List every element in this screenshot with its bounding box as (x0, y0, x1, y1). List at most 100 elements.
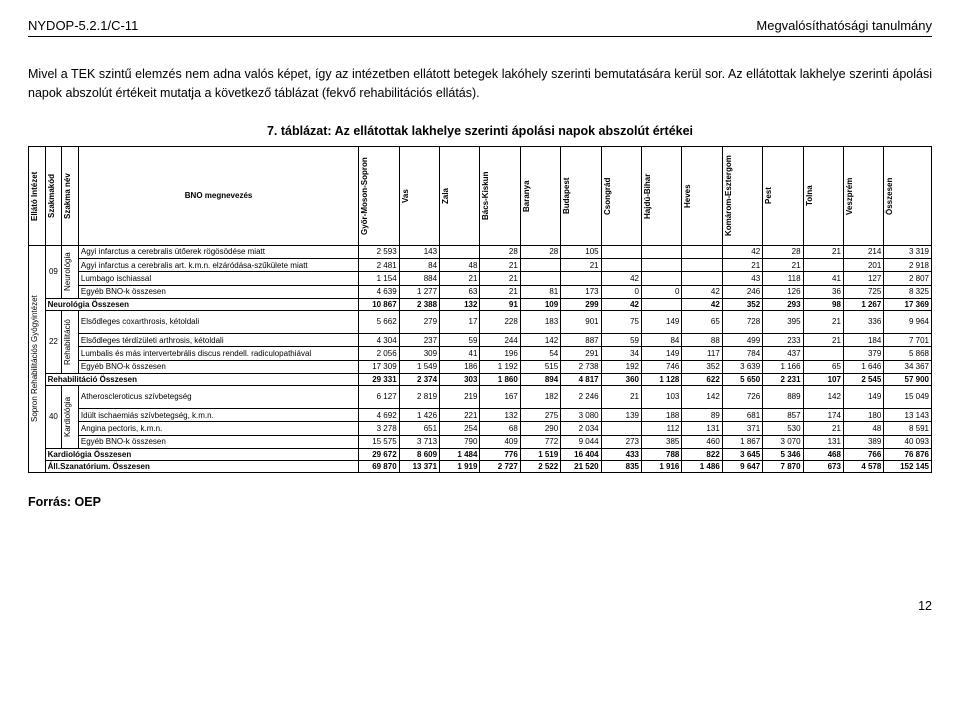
grandtotal-label: Áll.Szanatórium. Összesen (45, 460, 359, 472)
cell-value: 7 870 (763, 460, 803, 472)
header-left: NYDOP-5.2.1/C-11 (28, 18, 138, 33)
cell-value: 2 807 (884, 272, 932, 285)
cell-value: 10 867 (359, 298, 399, 310)
cell-value: 112 (642, 422, 682, 435)
cell-value: 173 (561, 285, 601, 298)
cell-value: 2 374 (399, 373, 439, 385)
cell-value: 21 (480, 285, 520, 298)
cell-value: 772 (520, 435, 560, 448)
cell-value: 192 (601, 360, 641, 373)
cell-value (642, 245, 682, 258)
cell-value: 28 (520, 245, 560, 258)
cell-value (682, 245, 722, 258)
cell-value: 21 (480, 272, 520, 285)
col-sum: Összesen (886, 148, 895, 244)
cell-value: 132 (440, 298, 480, 310)
cell-value: 1 277 (399, 285, 439, 298)
cell-value: 8 609 (399, 448, 439, 460)
grandtotal-row: Áll.Szanatórium. Összesen69 87013 3711 9… (29, 460, 932, 472)
cell-value: 167 (480, 385, 520, 408)
col-bno: BNO megnevezés (78, 146, 358, 245)
cell-value: 1 519 (520, 448, 560, 460)
cell-value: 221 (440, 409, 480, 422)
cell-value: 149 (642, 347, 682, 360)
row-label: Egyéb BNO-k összesen (78, 285, 358, 298)
cell-value: 352 (682, 360, 722, 373)
cell-value: 3 713 (399, 435, 439, 448)
cell-value: 244 (480, 334, 520, 347)
cell-value: 290 (520, 422, 560, 435)
cell-value: 131 (682, 422, 722, 435)
subtotal-row: Kardiológia Összesen29 6728 6091 4847761… (29, 448, 932, 460)
cell-value: 437 (763, 347, 803, 360)
cell-value: 228 (480, 310, 520, 333)
cell-value: 728 (722, 310, 762, 333)
cell-value: 201 (843, 259, 883, 272)
cell-value: 196 (480, 347, 520, 360)
cell-value: 726 (722, 385, 762, 408)
col-cso: Csongrád (604, 148, 613, 244)
cell-value: 21 (763, 259, 803, 272)
cell-value: 291 (561, 347, 601, 360)
cell-value: 143 (399, 245, 439, 258)
cell-value: 21 (480, 259, 520, 272)
cell-value (642, 259, 682, 272)
cell-value: 69 870 (359, 460, 399, 472)
cell-value: 182 (520, 385, 560, 408)
cell-value: 746 (642, 360, 682, 373)
cell-value: 309 (399, 347, 439, 360)
cell-value: 21 (803, 245, 843, 258)
cell-value: 9 647 (722, 460, 762, 472)
cell-value: 118 (763, 272, 803, 285)
cell-value: 651 (399, 422, 439, 435)
cell-value: 13 143 (884, 409, 932, 422)
cell-value: 233 (763, 334, 803, 347)
subtotal-label: Neurológia Összesen (45, 298, 359, 310)
cell-value (642, 298, 682, 310)
col-vas: Vas (402, 148, 411, 244)
cell-value: 0 (601, 285, 641, 298)
cell-value: 3 645 (722, 448, 762, 460)
cell-value: 2 246 (561, 385, 601, 408)
cell-value: 88 (682, 334, 722, 347)
col-bk: Bács-Kiskun (482, 148, 491, 244)
cell-value: 107 (803, 373, 843, 385)
cell-value: 2 545 (843, 373, 883, 385)
table-row: Egyéb BNO-k összesen15 5753 713790409772… (29, 435, 932, 448)
cell-value: 131 (803, 435, 843, 448)
cell-value: 17 309 (359, 360, 399, 373)
col-bud: Budapest (563, 148, 572, 244)
cell-value: 2 738 (561, 360, 601, 373)
cell-value: 65 (803, 360, 843, 373)
cell-value: 1 154 (359, 272, 399, 285)
cell-value: 725 (843, 285, 883, 298)
cell-value: 889 (763, 385, 803, 408)
cell-value: 1 426 (399, 409, 439, 422)
cell-value: 515 (520, 360, 560, 373)
cell-value: 887 (561, 334, 601, 347)
cell-value: 894 (520, 373, 560, 385)
cell-value: 21 (561, 259, 601, 272)
cell-value: 2 034 (561, 422, 601, 435)
cell-value: 293 (763, 298, 803, 310)
cell-value: 28 (763, 245, 803, 258)
cell-value: 57 900 (884, 373, 932, 385)
cell-value: 152 145 (884, 460, 932, 472)
cell-value: 4 578 (843, 460, 883, 472)
cell-value: 21 (803, 422, 843, 435)
cell-value: 9 044 (561, 435, 601, 448)
cell-value (601, 422, 641, 435)
cell-value: 2 522 (520, 460, 560, 472)
cell-value: 371 (722, 422, 762, 435)
cell-value: 174 (803, 409, 843, 422)
row-label: Atheroscleroticus szívbetegség (78, 385, 358, 408)
cell-value (803, 259, 843, 272)
cell-value: 15 049 (884, 385, 932, 408)
page-header: NYDOP-5.2.1/C-11 Megvalósíthatósági tanu… (28, 18, 932, 37)
cell-value: 21 (803, 334, 843, 347)
cell-value: 59 (440, 334, 480, 347)
cell-value: 2 388 (399, 298, 439, 310)
cell-value (601, 245, 641, 258)
cell-value: 468 (803, 448, 843, 460)
cell-value: 183 (520, 310, 560, 333)
